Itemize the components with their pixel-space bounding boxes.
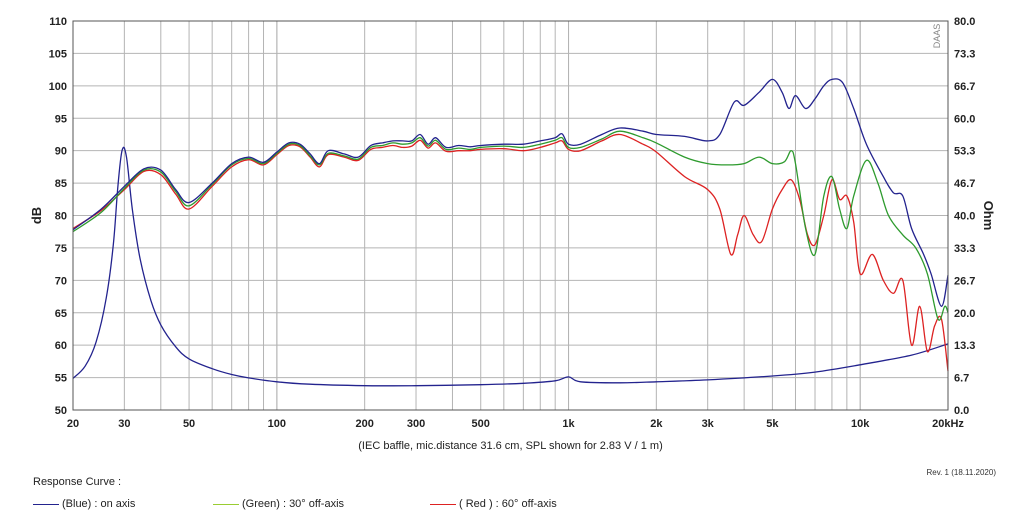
y-tick-label-right: 80.0 — [954, 16, 975, 28]
legend-swatch-blue — [33, 503, 59, 505]
brand-watermark: DAAS — [932, 24, 942, 49]
legend-item-green: (Green) : 30° off-axis — [213, 498, 344, 510]
plot-frame — [72, 20, 949, 411]
frequency-response-chart: 20 30 50 100 200 300 500 1k 2k 3k 5k 10k 20kHz 50 55 60… — [29, 16, 996, 452]
legend-swatch-green — [213, 503, 239, 505]
y-tick-label-left: 55 — [55, 373, 67, 385]
y-tick-label-right: 73.3 — [954, 48, 975, 60]
x-tick-label: 100 — [268, 418, 286, 430]
y-tick-label-left: 105 — [49, 48, 67, 60]
y-tick-label-right: 6.7 — [954, 373, 969, 385]
legend-label-red: ( Red ) : 60° off-axis — [459, 498, 557, 510]
y-tick-label-left: 50 — [55, 405, 67, 417]
y-tick-label-right: 26.7 — [954, 275, 975, 287]
legend-swatch-red — [430, 503, 456, 505]
x-tick-label: 5k — [766, 418, 779, 430]
x-tick-label: 3k — [702, 418, 715, 430]
legend-label-green: (Green) : 30° off-axis — [242, 498, 345, 510]
legend-label-blue: (Blue) : on axis — [62, 498, 136, 510]
y-tick-label-right: 20.0 — [954, 308, 975, 320]
x-tick-label: 20 — [67, 418, 79, 430]
y-tick-label-right: 0.0 — [954, 405, 969, 417]
x-axis-label: (IEC baffle, mic.distance 31.6 cm, SPL s… — [358, 440, 662, 452]
x-tick-label: 200 — [355, 418, 373, 430]
tick-labels: 20 30 50 100 200 300 500 1k 2k 3k 5k 10k 20kHz 50 55 60… — [49, 16, 976, 430]
x-tick-label: 300 — [407, 418, 425, 430]
y-tick-label-left: 60 — [55, 340, 67, 352]
legend-item-red: ( Red ) : 60° off-axis — [430, 498, 557, 510]
y-tick-label-left: 100 — [49, 81, 67, 93]
blue-on-axis-curve — [72, 78, 949, 307]
y-tick-label-right: 33.3 — [954, 243, 975, 255]
y-tick-label-left: 110 — [49, 16, 67, 28]
y-tick-label-left: 85 — [55, 178, 67, 190]
curves — [72, 78, 949, 387]
legend-title: Response Curve : — [33, 476, 122, 488]
y-tick-label-left: 90 — [55, 146, 67, 158]
y-tick-label-left: 75 — [55, 243, 67, 255]
y-tick-label-right: 46.7 — [954, 178, 975, 190]
impedance-curve — [72, 146, 949, 387]
x-tick-label: 500 — [472, 418, 490, 430]
y-tick-label-left: 95 — [55, 113, 67, 125]
y-tick-label-right: 60.0 — [954, 113, 975, 125]
x-tick-label: 50 — [183, 418, 195, 430]
grid — [73, 21, 948, 410]
y-tick-label-left: 70 — [55, 275, 67, 287]
green-30-off-axis-curve — [72, 130, 949, 321]
red-60-off-axis-curve — [72, 133, 949, 372]
x-tick-label: 10k — [851, 418, 870, 430]
x-tick-label: 2k — [650, 418, 663, 430]
y-tick-label-left: 80 — [55, 211, 67, 223]
y-axis-label-left: dB — [29, 207, 44, 224]
legend-item-blue: (Blue) : on axis — [33, 498, 135, 510]
y-tick-label-right: 66.7 — [954, 81, 975, 93]
y-tick-label-left: 65 — [55, 308, 67, 320]
x-tick-label: 20kHz — [932, 418, 964, 430]
y-tick-label-right: 40.0 — [954, 211, 975, 223]
x-tick-label: 30 — [118, 418, 130, 430]
y-tick-label-right: 13.3 — [954, 340, 975, 352]
x-tick-label: 1k — [562, 418, 575, 430]
revision-label: Rev. 1 (18.11.2020) — [926, 468, 996, 477]
y-axis-label-right: Ohm — [981, 201, 996, 231]
y-tick-label-right: 53.3 — [954, 146, 975, 158]
